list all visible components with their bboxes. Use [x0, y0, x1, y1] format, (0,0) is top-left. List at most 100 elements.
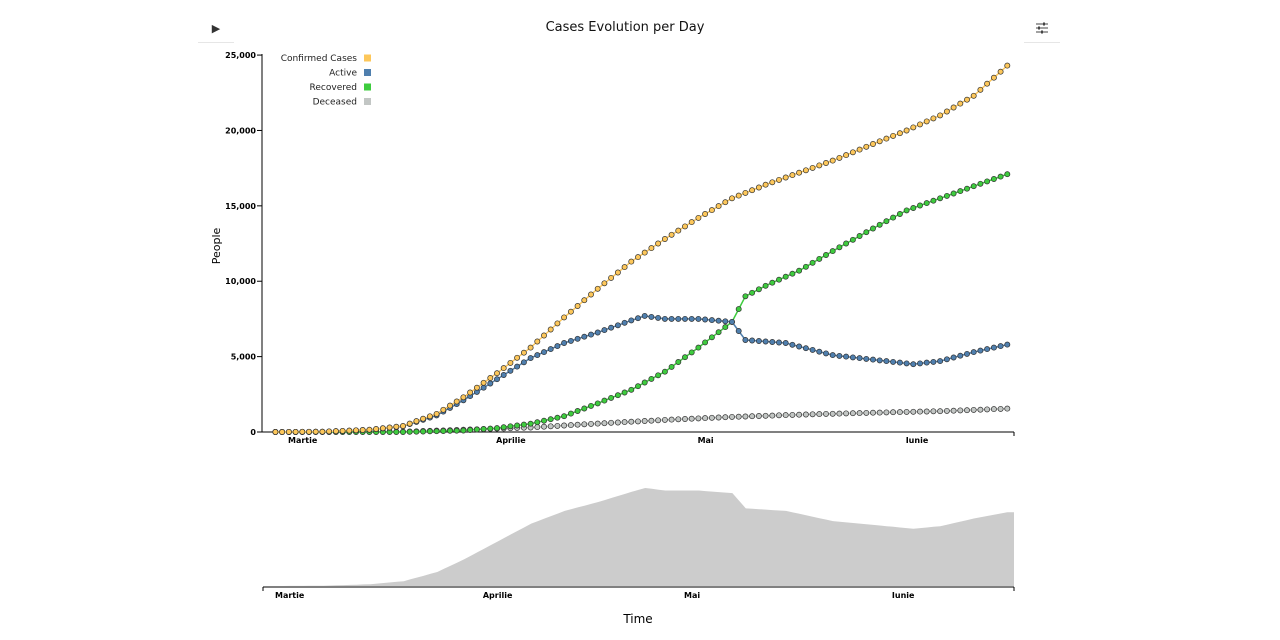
data-point[interactable]	[547, 326, 554, 333]
data-point[interactable]	[588, 291, 594, 298]
data-point[interactable]	[500, 365, 507, 372]
data-point[interactable]	[816, 348, 823, 355]
data-point[interactable]	[742, 337, 749, 343]
data-point[interactable]	[527, 355, 534, 362]
data-point[interactable]	[943, 356, 950, 363]
data-point[interactable]	[567, 422, 574, 429]
data-point[interactable]	[554, 414, 561, 421]
data-point[interactable]	[447, 402, 453, 409]
data-point[interactable]	[460, 394, 467, 401]
data-point[interactable]	[836, 244, 843, 251]
data-point[interactable]	[641, 249, 648, 256]
data-point[interactable]	[742, 413, 749, 420]
data-point[interactable]	[688, 219, 695, 226]
data-point[interactable]	[729, 318, 735, 325]
data-point[interactable]	[977, 86, 984, 93]
data-point[interactable]	[366, 426, 373, 433]
data-point[interactable]	[661, 315, 668, 322]
data-point[interactable]	[735, 192, 742, 199]
data-point[interactable]	[473, 384, 480, 391]
data-point[interactable]	[594, 420, 601, 427]
data-point[interactable]	[541, 417, 547, 424]
data-point[interactable]	[433, 410, 440, 417]
data-point[interactable]	[480, 426, 487, 432]
data-point[interactable]	[883, 218, 890, 225]
data-point[interactable]	[668, 416, 675, 423]
data-point[interactable]	[339, 427, 346, 434]
data-point[interactable]	[896, 130, 903, 137]
data-point[interactable]	[675, 227, 682, 234]
data-point[interactable]	[769, 279, 776, 286]
data-point[interactable]	[735, 413, 742, 420]
data-point[interactable]	[930, 408, 937, 415]
data-point[interactable]	[776, 339, 782, 346]
data-point[interactable]	[635, 418, 641, 425]
data-point[interactable]	[655, 240, 662, 247]
data-point[interactable]	[574, 408, 581, 414]
data-point[interactable]	[722, 318, 729, 325]
data-point[interactable]	[426, 413, 433, 420]
data-point[interactable]	[990, 74, 997, 81]
data-point[interactable]	[802, 411, 809, 418]
data-point[interactable]	[688, 349, 695, 356]
data-point[interactable]	[984, 406, 991, 413]
data-point[interactable]	[655, 314, 662, 321]
data-point[interactable]	[547, 346, 554, 353]
data-point[interactable]	[628, 317, 635, 324]
data-point[interactable]	[561, 340, 568, 346]
data-point[interactable]	[990, 344, 997, 351]
data-point[interactable]	[520, 359, 527, 366]
data-point[interactable]	[903, 207, 910, 214]
data-point[interactable]	[876, 138, 883, 145]
data-point[interactable]	[708, 207, 715, 214]
data-point[interactable]	[379, 425, 386, 432]
data-point[interactable]	[890, 132, 897, 139]
data-point[interactable]	[970, 92, 977, 99]
data-point[interactable]	[823, 350, 829, 357]
data-point[interactable]	[594, 329, 601, 336]
data-point[interactable]	[601, 280, 608, 287]
data-point[interactable]	[829, 410, 836, 417]
data-point[interactable]	[755, 338, 762, 344]
data-point[interactable]	[467, 389, 474, 396]
data-point[interactable]	[601, 420, 608, 427]
data-point[interactable]	[594, 400, 601, 407]
data-point[interactable]	[856, 146, 863, 153]
data-point[interactable]	[1004, 62, 1011, 69]
data-point[interactable]	[514, 422, 521, 429]
data-point[interactable]	[742, 189, 749, 196]
data-point[interactable]	[802, 167, 809, 174]
data-point[interactable]	[796, 169, 803, 176]
data-point[interactable]	[453, 398, 460, 405]
data-point[interactable]	[561, 422, 568, 429]
data-point[interactable]	[776, 412, 782, 419]
data-point[interactable]	[581, 333, 588, 340]
data-point[interactable]	[849, 149, 856, 156]
data-point[interactable]	[823, 160, 829, 166]
data-point[interactable]	[964, 185, 970, 192]
data-point[interactable]	[514, 363, 521, 370]
data-point[interactable]	[769, 412, 776, 419]
data-point[interactable]	[547, 416, 554, 423]
data-point[interactable]	[279, 429, 286, 435]
data-point[interactable]	[574, 335, 581, 342]
data-point[interactable]	[957, 352, 964, 359]
data-point[interactable]	[682, 223, 688, 230]
data-point[interactable]	[702, 211, 709, 217]
data-point[interactable]	[675, 416, 682, 423]
data-point[interactable]	[903, 408, 910, 415]
play-button[interactable]: ▶	[198, 14, 234, 43]
data-point[interactable]	[749, 413, 756, 420]
data-point[interactable]	[903, 360, 910, 367]
data-point[interactable]	[762, 282, 769, 289]
data-point[interactable]	[601, 327, 608, 334]
data-point[interactable]	[608, 274, 615, 281]
data-point[interactable]	[400, 423, 406, 429]
data-point[interactable]	[843, 240, 850, 247]
data-point[interactable]	[769, 179, 776, 186]
data-point[interactable]	[816, 255, 823, 262]
data-point[interactable]	[594, 285, 601, 292]
data-point[interactable]	[749, 187, 756, 194]
data-point[interactable]	[789, 341, 796, 348]
data-point[interactable]	[648, 417, 655, 424]
